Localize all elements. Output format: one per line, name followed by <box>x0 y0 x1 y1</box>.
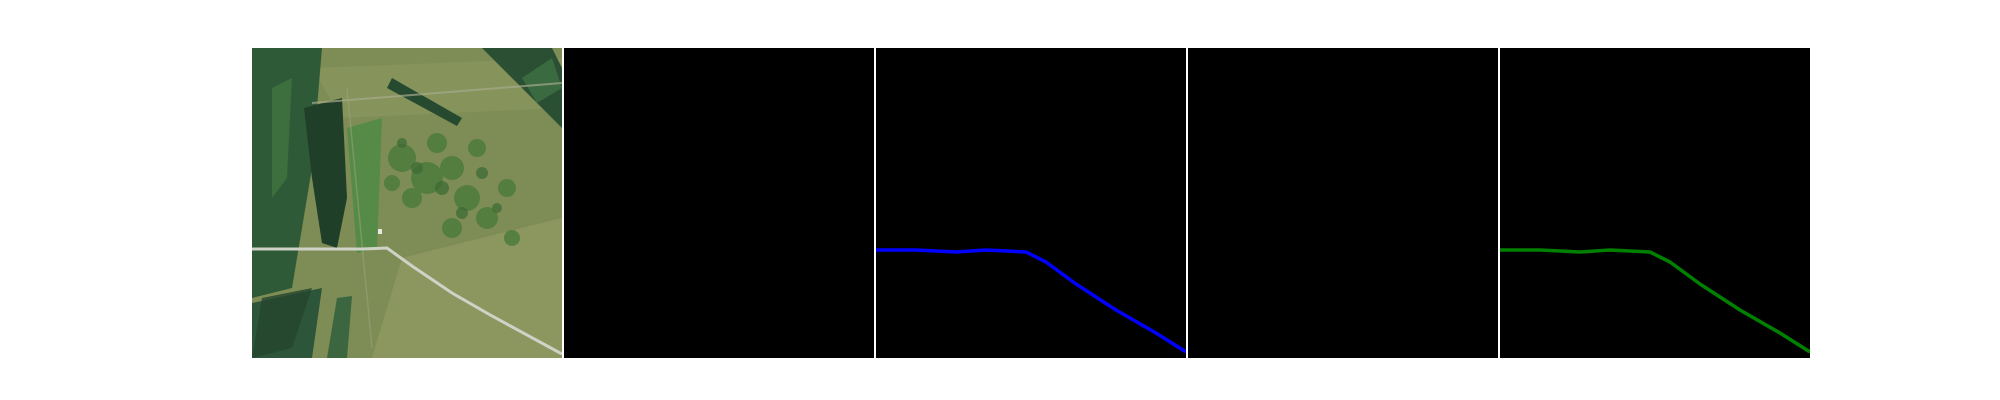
road-line-green <box>1500 248 1810 354</box>
mask-road-green <box>1500 48 1810 358</box>
mask-empty-1-panel <box>564 48 874 358</box>
mask-road-blue <box>876 48 1186 358</box>
mask-empty-2-panel <box>1188 48 1498 358</box>
figure-strip <box>252 48 1810 358</box>
satellite-image <box>252 48 562 358</box>
satellite-image-panel <box>252 48 562 358</box>
road-line-blue <box>876 248 1186 354</box>
mask-empty-2 <box>1188 48 1498 358</box>
mask-road-blue-panel <box>876 48 1186 358</box>
mask-road-green-panel <box>1500 48 1810 358</box>
mask-empty-1 <box>564 48 874 358</box>
